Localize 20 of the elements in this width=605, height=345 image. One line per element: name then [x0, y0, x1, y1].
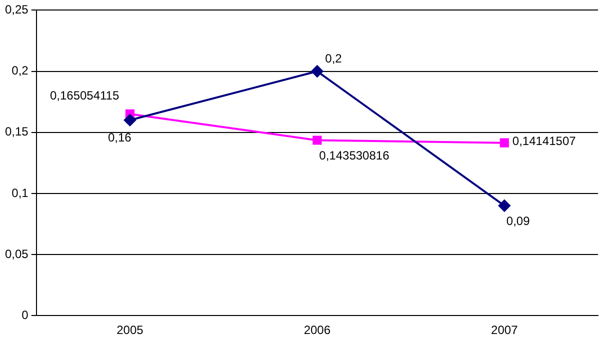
x-tick-label: 2007: [491, 323, 518, 338]
data-label: 0,16: [108, 130, 132, 144]
point: [498, 200, 510, 212]
point: [500, 138, 509, 148]
y-tick-label: 0,1: [12, 186, 29, 200]
point: [124, 114, 136, 126]
data-label: 0,2: [325, 52, 342, 66]
y-tick-label: 0: [22, 308, 29, 322]
y-tick-label: 0,05: [4, 246, 29, 261]
y-tick-label: 0,25: [4, 2, 29, 17]
data-label: 0,143530816: [319, 148, 390, 163]
data-label: 0,165054115: [50, 88, 120, 102]
y-tick-label: 0,2: [12, 64, 29, 78]
x-tick-label: 2005: [116, 323, 144, 338]
point: [312, 136, 322, 145]
y-tick-label: 0,15: [4, 124, 29, 139]
point: [311, 65, 324, 78]
data-label: 0,14141507: [512, 134, 576, 148]
x-tick-label: 2006: [304, 323, 331, 338]
data-label: 0,09: [506, 214, 530, 228]
